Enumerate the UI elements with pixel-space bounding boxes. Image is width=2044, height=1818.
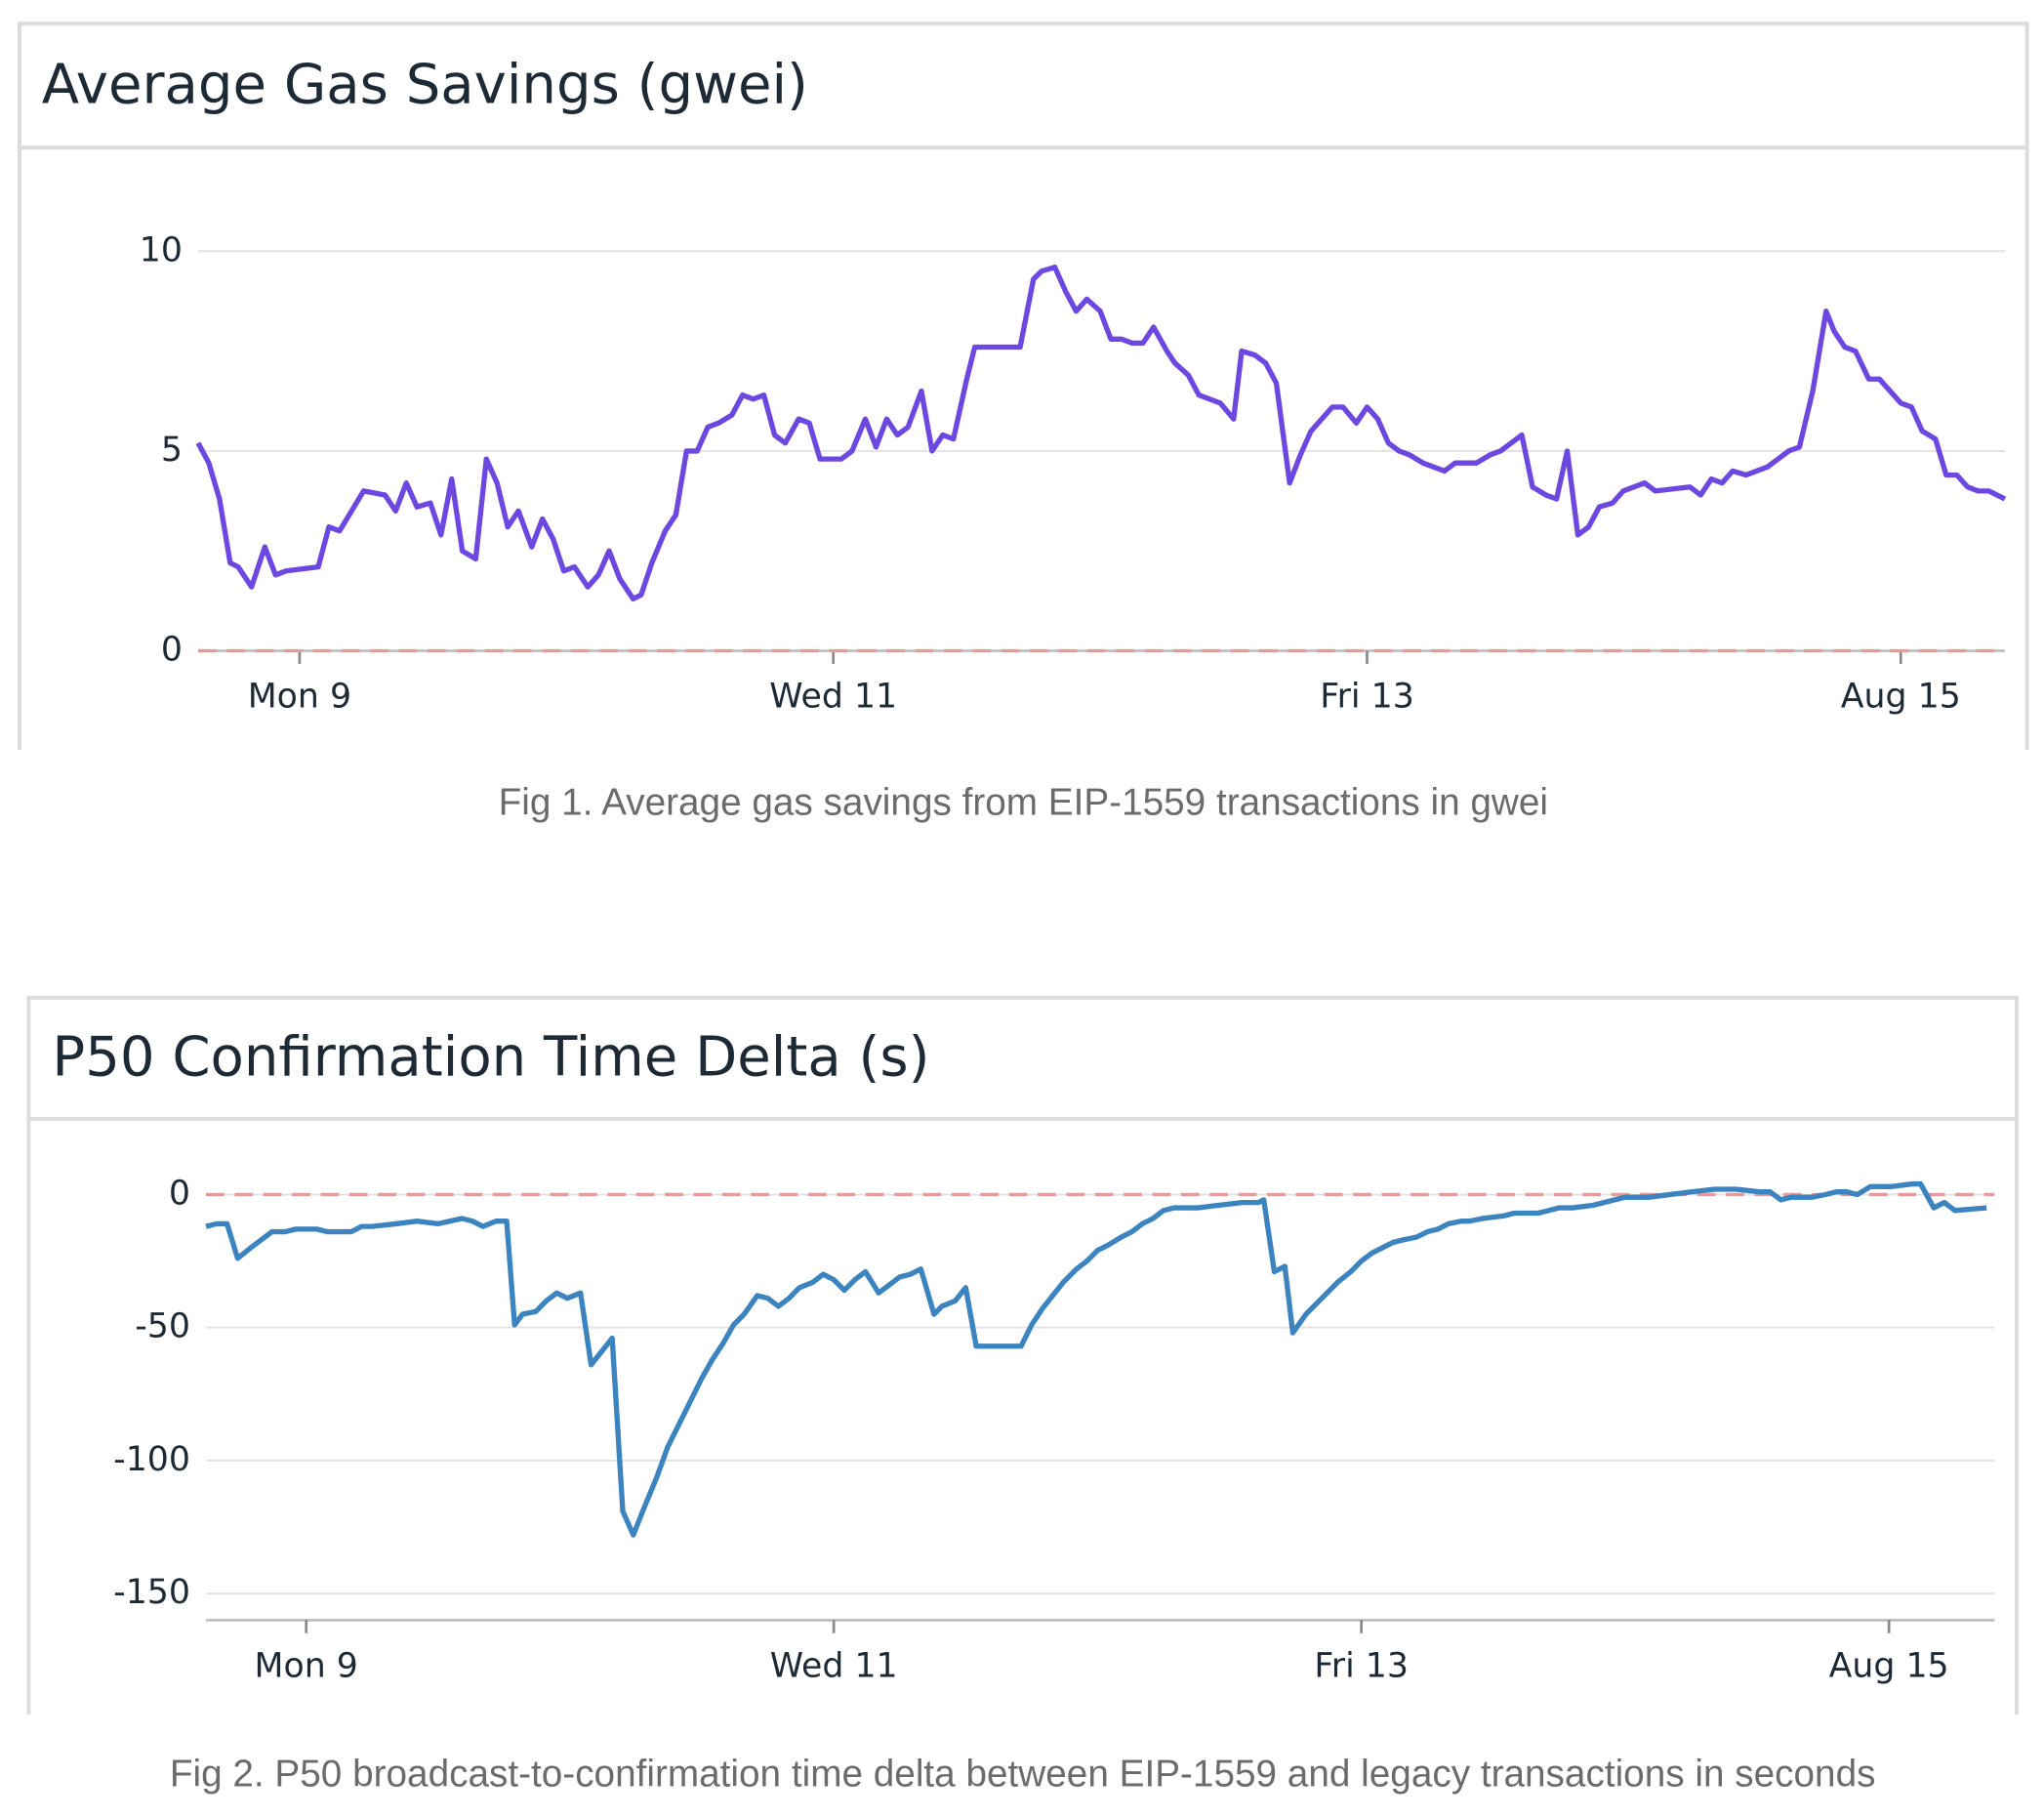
y-tick-label: -150: [113, 1573, 190, 1612]
panel-title: Average Gas Savings (gwei): [42, 53, 808, 116]
x-tick-label: Mon 9: [255, 1646, 358, 1685]
panel-border: [26, 995, 2019, 1715]
x-tick-label: Fri 13: [1314, 1646, 1409, 1685]
line: [205, 1180, 1987, 1538]
x-tick-label: Fri 13: [1320, 678, 1414, 717]
x-tick-label: Wed 11: [769, 678, 897, 717]
y-tick-label: -100: [113, 1440, 190, 1479]
x-tick-label: Mon 9: [248, 678, 351, 717]
y-tick-label: 0: [161, 631, 183, 670]
y-tick-label: 5: [161, 431, 183, 470]
y-tick-label: 10: [140, 230, 183, 269]
panel-title: P50 Confirmation Time Delta (s): [52, 1026, 929, 1090]
caption: Fig 2. P50 broadcast-to-confirmation tim…: [170, 1753, 1876, 1795]
x-tick-label: Wed 11: [770, 1646, 898, 1685]
x-tick-label: Aug 15: [1841, 678, 1961, 717]
panel-border: [18, 21, 2029, 751]
x-tick-label: Aug 15: [1829, 1646, 1949, 1685]
y-tick-label: -50: [135, 1307, 190, 1346]
y-tick-label: 0: [169, 1174, 190, 1213]
caption: Fig 1. Average gas savings from EIP-1559…: [499, 781, 1548, 823]
line: [195, 264, 2007, 602]
